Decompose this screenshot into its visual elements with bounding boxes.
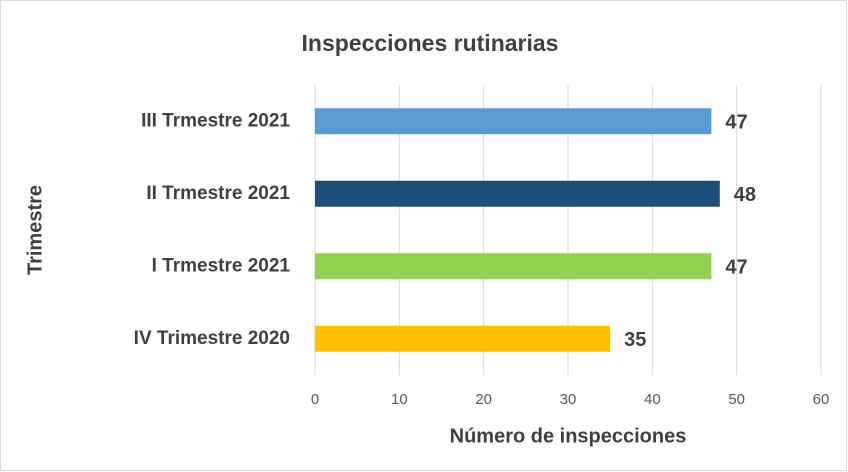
bar: [315, 253, 712, 280]
data-label: 47: [725, 112, 747, 134]
y-tick-label: II Trmestre 2021: [146, 183, 290, 204]
x-axis-label: Número de inspecciones: [450, 425, 687, 447]
data-label: 35: [624, 329, 646, 351]
y-tick-label: I Trmestre 2021: [152, 255, 291, 276]
x-tick-label: 20: [475, 391, 492, 408]
bar: [315, 180, 720, 207]
x-tick-label: 30: [560, 391, 577, 408]
bar: [315, 325, 611, 352]
bar: [315, 108, 712, 135]
x-tick-label: 60: [813, 391, 830, 408]
chart-title: Inspecciones rutinarias: [302, 30, 559, 56]
y-axis-label: Trimestre: [24, 185, 46, 275]
x-tick-label: 0: [311, 391, 319, 408]
x-tick-label: 50: [728, 391, 745, 408]
x-tick-label: 40: [644, 391, 661, 408]
x-tick-label: 10: [391, 391, 408, 408]
data-label: 48: [734, 184, 756, 206]
y-tick-label: IV Trimestre 2020: [134, 328, 290, 349]
y-tick-label: III Trmestre 2021: [141, 110, 290, 131]
data-label: 47: [725, 257, 747, 279]
